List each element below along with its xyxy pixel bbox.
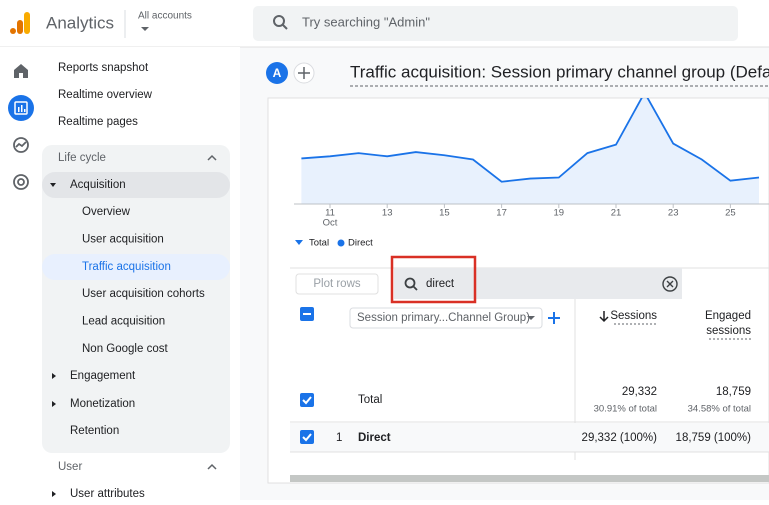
nav-item[interactable]: Retention <box>70 425 119 437</box>
x-tick-label: 25 <box>725 208 736 219</box>
search-value[interactable]: direct <box>426 278 455 290</box>
legend-icon <box>295 240 303 245</box>
nav-group[interactable]: Acquisition <box>70 179 126 191</box>
section-label[interactable]: User <box>58 461 82 473</box>
reports-glyph <box>14 101 28 115</box>
checkbox-mark <box>302 433 312 442</box>
dimension-label: Session primary...Channel Group) <box>357 312 530 324</box>
nav-item[interactable]: Realtime overview <box>58 89 153 101</box>
rail <box>0 47 42 500</box>
x-tick-label: 11 <box>325 208 335 219</box>
cell: 29,332 (100%) <box>582 432 658 444</box>
selected-highlight <box>42 254 230 280</box>
x-tick-label: 15 <box>439 208 450 219</box>
nav-item[interactable]: Overview <box>82 206 131 218</box>
dropdown-icon <box>527 316 535 320</box>
cell: 18,759 (100%) <box>676 432 752 444</box>
x-tick-label: 21 <box>611 208 622 219</box>
scrollbar[interactable] <box>290 475 769 482</box>
dropdown-icon[interactable] <box>141 27 149 31</box>
x-annotation: Oct <box>323 218 338 229</box>
search-placeholder[interactable]: Try searching "Admin" <box>302 14 430 29</box>
search-icon <box>404 277 418 291</box>
chevron[interactable] <box>207 463 217 470</box>
nav-item[interactable]: Traffic acquisition <box>82 261 171 273</box>
logo <box>10 12 30 34</box>
nav-item[interactable]: Lead acquisition <box>82 316 165 328</box>
page-title: Traffic acquisition: Session primary cha… <box>350 62 769 81</box>
expand-icon[interactable] <box>50 183 56 187</box>
nav-item[interactable]: Non Google cost <box>82 343 168 355</box>
nav-item[interactable]: Engagement <box>70 370 136 382</box>
expand-icon[interactable] <box>52 373 56 379</box>
app-name: Analytics <box>46 13 114 32</box>
search-icon <box>273 15 288 30</box>
nav-item[interactable]: Reports snapshot <box>58 62 149 74</box>
nav-item[interactable]: Monetization <box>70 398 135 410</box>
nav-item[interactable]: Realtime pages <box>58 116 138 128</box>
x-tick-label: 17 <box>496 208 507 219</box>
section-bg <box>42 145 230 453</box>
chevron[interactable] <box>207 154 217 161</box>
checkbox-mark <box>302 396 312 405</box>
line <box>301 98 760 183</box>
checkbox[interactable] <box>300 430 314 444</box>
plot-rows-button[interactable] <box>295 273 379 295</box>
x-tick-label: 23 <box>668 208 679 219</box>
account-label[interactable]: All accounts <box>138 11 192 22</box>
table-search[interactable] <box>394 268 682 299</box>
legend-icon <box>337 239 345 247</box>
button-label: Plot rows <box>313 278 361 290</box>
column-header[interactable]: Sessions <box>610 310 657 322</box>
column-header[interactable]: sessions <box>706 325 751 337</box>
column-header[interactable]: Engaged <box>705 310 751 322</box>
section-label[interactable]: Life cycle <box>58 152 106 164</box>
row-index: 1 <box>336 432 342 444</box>
avatar-letter: A <box>273 66 282 80</box>
group-highlight <box>42 172 230 198</box>
clear-icon[interactable] <box>662 276 678 292</box>
search-box[interactable] <box>253 6 738 41</box>
area <box>301 98 759 204</box>
explore-icon[interactable] <box>13 137 29 153</box>
row-bg <box>290 423 769 452</box>
total-share: 30.91% of total <box>594 404 657 415</box>
advertising-icon[interactable] <box>13 174 29 190</box>
checkbox[interactable] <box>300 393 314 407</box>
expand-icon[interactable] <box>52 401 56 407</box>
nav-item[interactable]: User attributes <box>70 488 145 500</box>
x-tick-label: 19 <box>554 208 565 219</box>
expand-icon[interactable] <box>52 491 56 497</box>
add-dimension[interactable] <box>548 312 560 324</box>
total-share: 34.58% of total <box>688 404 751 415</box>
x-tick-label: 13 <box>382 208 393 219</box>
nav-item[interactable]: User acquisition <box>82 233 164 245</box>
legend-label[interactable]: Total <box>309 238 329 249</box>
total-value: 18,759 <box>716 386 751 398</box>
highlight-box <box>390 255 477 304</box>
total-label: Total <box>358 394 382 406</box>
sort-icon[interactable] <box>599 311 609 323</box>
legend-label[interactable]: Direct <box>348 238 373 249</box>
avatar[interactable] <box>266 62 288 84</box>
total-value: 29,332 <box>622 386 657 398</box>
nav-item[interactable]: User acquisition cohorts <box>82 288 205 300</box>
plus-icon <box>298 67 310 79</box>
dimension-dropdown[interactable] <box>349 307 543 329</box>
home-icon[interactable] <box>14 64 28 78</box>
row-label: Direct <box>358 432 391 444</box>
